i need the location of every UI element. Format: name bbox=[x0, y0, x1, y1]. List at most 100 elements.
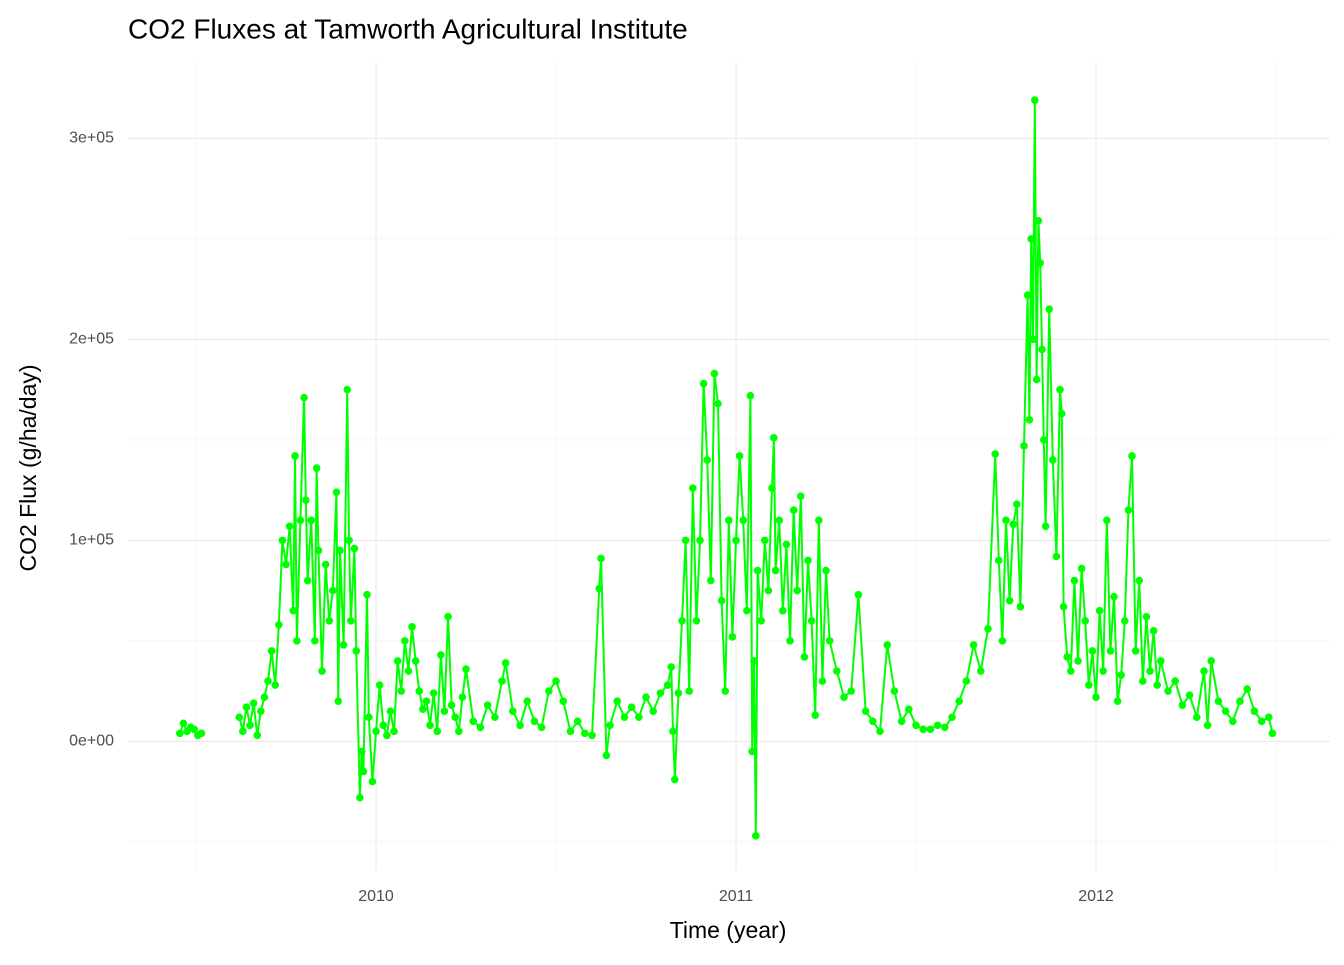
data-point bbox=[656, 689, 665, 697]
data-point bbox=[710, 369, 719, 378]
data-point bbox=[721, 687, 730, 695]
data-point bbox=[977, 667, 985, 675]
data-point bbox=[1063, 653, 1072, 661]
data-point bbox=[1236, 697, 1244, 705]
data-point bbox=[1092, 693, 1100, 701]
grid bbox=[128, 62, 1330, 870]
data-point bbox=[390, 727, 398, 736]
data-point bbox=[678, 616, 686, 625]
data-point bbox=[1032, 375, 1041, 384]
data-point bbox=[552, 677, 560, 685]
data-point bbox=[689, 484, 697, 492]
data-point bbox=[1056, 385, 1064, 394]
data-point bbox=[779, 606, 787, 615]
data-point bbox=[197, 729, 206, 738]
data-point bbox=[1034, 216, 1043, 225]
data-point bbox=[235, 713, 244, 722]
data-point bbox=[368, 777, 377, 786]
y-axis-label: CO2 Flux (g/ha/day) bbox=[15, 364, 41, 571]
data-point bbox=[1128, 452, 1136, 460]
data-point bbox=[613, 697, 622, 705]
data-point bbox=[764, 586, 773, 595]
data-point bbox=[455, 727, 463, 736]
data-point bbox=[372, 727, 380, 736]
data-point bbox=[329, 586, 337, 595]
data-point bbox=[190, 725, 199, 734]
data-point bbox=[352, 647, 361, 655]
data-point bbox=[176, 729, 184, 738]
data-point bbox=[1135, 576, 1144, 585]
data-point bbox=[264, 677, 272, 685]
data-point bbox=[941, 723, 949, 732]
data-point bbox=[357, 747, 366, 756]
data-point bbox=[383, 731, 391, 740]
data-point bbox=[1265, 713, 1273, 722]
data-point bbox=[671, 775, 679, 784]
data-point bbox=[336, 546, 344, 555]
chart-title: CO2 Fluxes at Tamworth Agricultural Inst… bbox=[128, 13, 688, 44]
data-point bbox=[1110, 592, 1118, 601]
data-point bbox=[1243, 685, 1252, 693]
data-point bbox=[311, 637, 319, 645]
data-point bbox=[332, 488, 341, 496]
data-point bbox=[793, 586, 802, 595]
data-point bbox=[1036, 259, 1045, 267]
data-point bbox=[296, 516, 305, 525]
data-point bbox=[635, 713, 643, 722]
x-axis-label: Time (year) bbox=[670, 917, 787, 943]
data-point bbox=[429, 689, 438, 697]
data-point bbox=[433, 727, 442, 736]
data-point bbox=[469, 717, 478, 726]
data-point bbox=[545, 687, 553, 695]
plot-area bbox=[176, 96, 1277, 840]
data-point bbox=[1185, 691, 1194, 699]
data-point bbox=[501, 659, 510, 667]
data-point bbox=[291, 452, 299, 460]
data-point bbox=[509, 707, 517, 716]
data-point bbox=[1074, 657, 1082, 665]
data-point bbox=[282, 560, 290, 569]
data-point bbox=[334, 697, 343, 705]
data-point bbox=[278, 536, 287, 545]
data-point bbox=[1139, 677, 1147, 685]
data-point bbox=[573, 717, 582, 726]
data-point bbox=[1117, 671, 1126, 679]
data-point bbox=[995, 556, 1003, 565]
data-point bbox=[627, 703, 636, 711]
data-point bbox=[757, 616, 766, 625]
data-point bbox=[1153, 681, 1162, 689]
data-point bbox=[476, 723, 485, 732]
data-point bbox=[1088, 647, 1097, 655]
axes: 2010 2011 2012 0e+00 1e+05 2e+05 3e+05 bbox=[69, 130, 1114, 906]
data-point bbox=[307, 516, 316, 525]
data-point bbox=[748, 747, 757, 756]
data-point bbox=[818, 677, 827, 685]
data-point bbox=[869, 717, 877, 726]
data-point bbox=[523, 697, 532, 705]
data-point bbox=[1221, 707, 1230, 716]
data-point bbox=[1146, 667, 1154, 675]
data-point bbox=[822, 566, 830, 575]
data-point bbox=[1027, 235, 1036, 243]
data-point bbox=[1038, 345, 1046, 354]
data-point bbox=[444, 612, 452, 621]
data-point bbox=[883, 641, 892, 649]
data-point bbox=[447, 701, 456, 709]
data-point bbox=[363, 590, 371, 599]
data-point bbox=[948, 713, 956, 722]
data-point bbox=[1041, 522, 1050, 531]
data-point bbox=[699, 379, 708, 388]
x-tick-label: 2011 bbox=[719, 888, 754, 905]
data-point bbox=[1029, 335, 1037, 344]
data-point bbox=[242, 703, 251, 711]
data-point bbox=[743, 606, 751, 615]
data-point bbox=[696, 536, 704, 545]
data-point bbox=[833, 667, 841, 675]
data-point bbox=[393, 657, 402, 665]
data-point bbox=[681, 536, 690, 545]
data-point bbox=[969, 641, 978, 649]
data-point bbox=[559, 697, 568, 705]
data-point bbox=[811, 711, 820, 720]
data-point bbox=[339, 641, 348, 649]
